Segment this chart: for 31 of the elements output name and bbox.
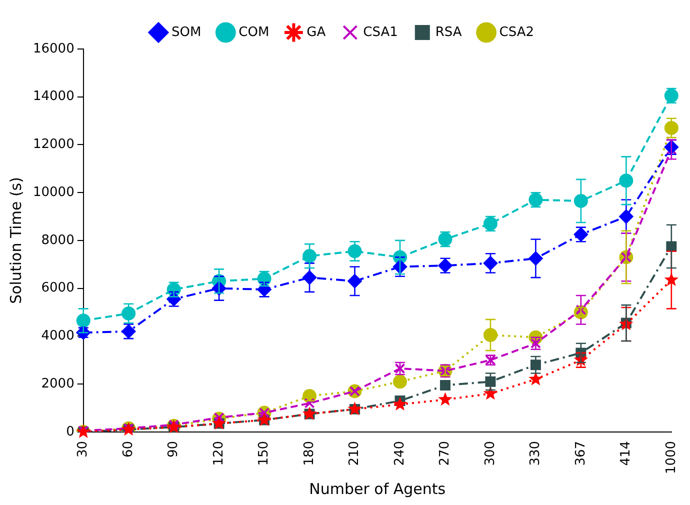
y-axis-title: Solution Time (s) — [6, 177, 25, 304]
y-tick-label: 10000 — [32, 184, 74, 200]
x-tick-label: 90 — [166, 440, 182, 458]
x-tick-label: 30 — [76, 440, 91, 458]
legend-label: COM — [238, 24, 270, 40]
legend-label: RSA — [435, 24, 462, 40]
x-tick-label: 270 — [438, 440, 453, 466]
x-tick-label: 150 — [256, 440, 272, 466]
x-tick-label: 120 — [211, 440, 226, 466]
x-tick-label: 240 — [392, 440, 408, 466]
y-tick-label: 12000 — [32, 137, 74, 152]
x-axis-title: Number of Agents — [309, 480, 446, 498]
x-tick-label: 414 — [618, 440, 634, 466]
y-tick-label: 16000 — [32, 41, 74, 56]
y-tick-label: 2000 — [41, 376, 74, 392]
legend-label: GA — [306, 24, 326, 40]
x-tick-label: 367 — [573, 440, 588, 466]
y-tick-label: 8000 — [41, 232, 74, 248]
y-tick-label: 14000 — [32, 89, 74, 104]
x-tick-label: 1000 — [664, 440, 679, 474]
x-tick-label: 330 — [528, 440, 544, 466]
y-tick-label: 0 — [66, 424, 74, 440]
x-tick-label: 210 — [347, 440, 362, 466]
legend-label: CSA2 — [499, 24, 534, 40]
y-tick-label: 6000 — [41, 280, 74, 296]
x-tick-label: 180 — [302, 440, 317, 466]
legend-label: SOM — [171, 24, 202, 40]
x-tick-label: 300 — [482, 440, 498, 466]
legend-label: CSA1 — [363, 24, 398, 40]
y-tick-label: 4000 — [41, 328, 74, 344]
x-tick-label: 60 — [120, 440, 136, 458]
